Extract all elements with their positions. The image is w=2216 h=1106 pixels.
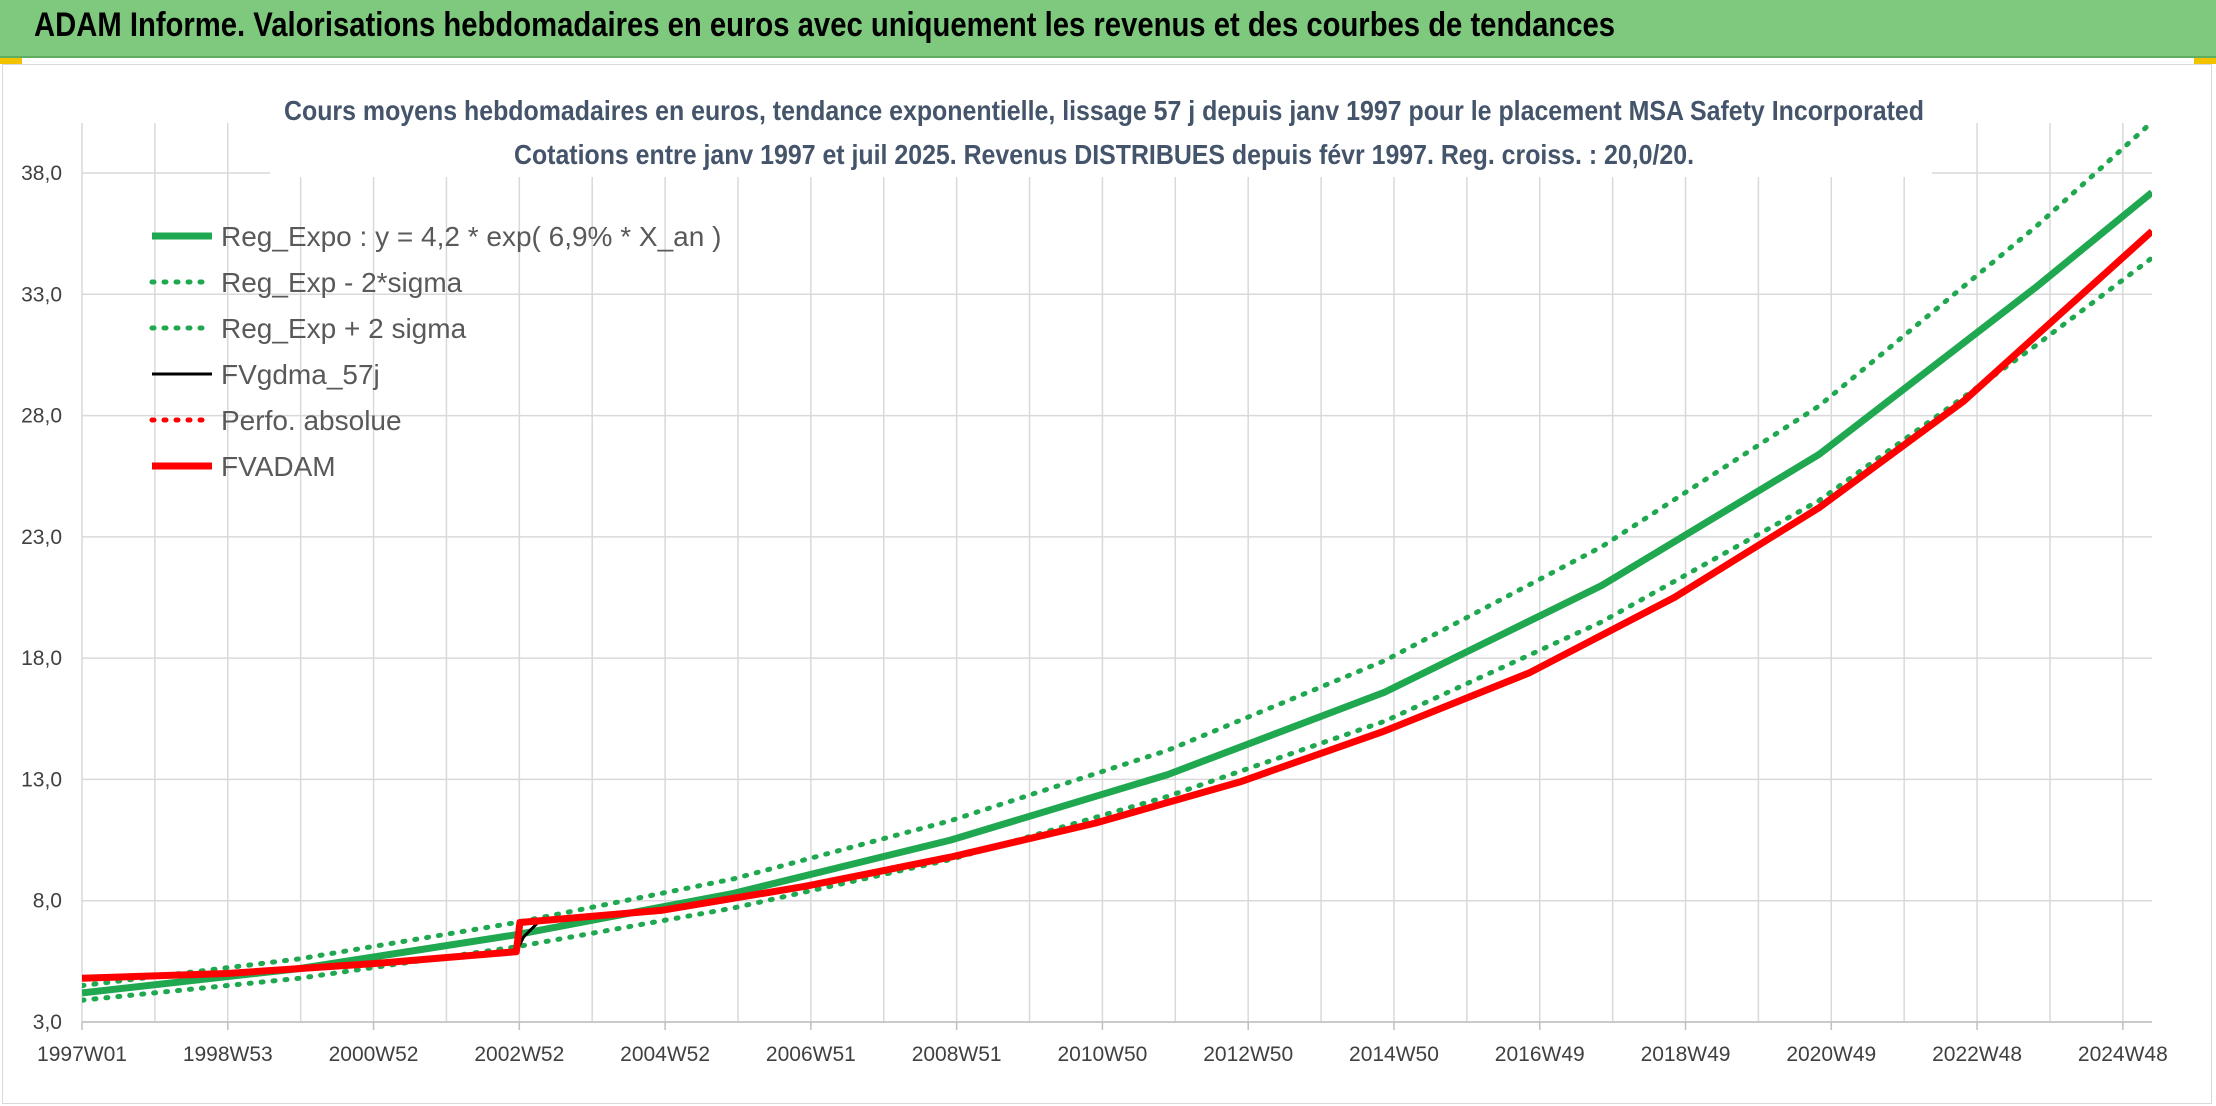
chart-title: Cours moyens hebdomadaires en euros, ten…: [284, 95, 1924, 126]
y-tick-label: 33,0: [21, 283, 62, 306]
y-tick-label: 8,0: [33, 890, 62, 913]
corner-accent-left: [0, 58, 22, 64]
chart-subtitle: Cotations entre janv 1997 et juil 2025. …: [514, 139, 1694, 170]
y-tick-label: 38,0: [21, 162, 62, 185]
legend-label-5: FVADAM: [221, 451, 336, 482]
chart-frame: [2, 64, 2212, 1104]
x-tick-label: 1997W01: [37, 1043, 127, 1066]
x-tick-label: 2016W49: [1495, 1043, 1585, 1066]
y-tick-label: 13,0: [21, 768, 62, 791]
corner-accent-right: [2194, 58, 2216, 64]
legend-label-2: Reg_Exp + 2 sigma: [221, 313, 467, 344]
x-tick-label: 2012W50: [1203, 1043, 1293, 1066]
legend-label-3: FVgdma_57j: [221, 359, 380, 390]
series-line-5: [82, 228, 2152, 982]
legend-label-4: Perfo. absolue: [221, 405, 402, 436]
legend-label-0: Reg_Expo : y = 4,2 * exp( 6,9% * X_an ): [221, 221, 721, 252]
x-tick-label: 2024W48: [2078, 1043, 2168, 1066]
x-tick-label: 2002W52: [474, 1043, 564, 1066]
grid-layer: [81, 123, 2152, 1023]
x-tick-label: 1998W53: [183, 1043, 273, 1066]
axis-layer: 3,0 8,0 13,0 18,0 23,0 28,0 33,0 38,0 1997W01 199…: [21, 162, 2168, 1066]
legend-label-1: Reg_Exp - 2*sigma: [221, 267, 463, 298]
x-tick-label: 2010W50: [1057, 1043, 1147, 1066]
x-tick-label: 2018W49: [1641, 1043, 1731, 1066]
y-tick-label: 28,0: [21, 405, 62, 428]
series-layer: [82, 119, 2152, 1003]
series-line-1: [82, 255, 2152, 1003]
report-banner: ADAM Informe. Valorisations hebdomadaire…: [0, 0, 2216, 58]
title-background: [270, 87, 1932, 177]
x-tick-label: 2014W50: [1349, 1043, 1439, 1066]
x-tick-label: 2020W49: [1786, 1043, 1876, 1066]
y-tick-label: 3,0: [33, 1011, 62, 1034]
y-tick-label: 18,0: [21, 647, 62, 670]
chart-legend: Reg_Expo : y = 4,2 * exp( 6,9% * X_an ) R…: [149, 221, 721, 482]
x-tick-label: 2022W48: [1932, 1043, 2022, 1066]
series-line-0: [82, 189, 2152, 997]
y-tick-label: 23,0: [21, 526, 62, 549]
series-line-2: [82, 119, 2152, 989]
x-tick-label: 2008W51: [912, 1043, 1002, 1066]
report-banner-title: ADAM Informe. Valorisations hebdomadaire…: [34, 6, 1616, 44]
x-tick-label: 2004W52: [620, 1043, 710, 1066]
x-tick-label: 2006W51: [766, 1043, 856, 1066]
x-tick-label: 2000W52: [329, 1043, 419, 1066]
